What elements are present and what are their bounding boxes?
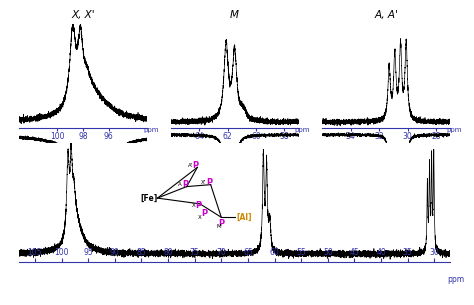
Text: ppm: ppm — [446, 127, 462, 133]
Text: ppm: ppm — [143, 127, 159, 133]
Text: [Al]: [Al] — [236, 213, 252, 222]
Text: A': A' — [188, 163, 193, 168]
Text: X, X': X, X' — [71, 10, 95, 20]
Text: P: P — [193, 161, 199, 170]
Text: [Fe]: [Fe] — [140, 194, 157, 203]
Text: M: M — [230, 10, 239, 20]
Text: P: P — [195, 201, 201, 210]
Text: A, A': A, A' — [374, 10, 398, 20]
Text: P: P — [182, 180, 188, 189]
Text: M: M — [216, 224, 221, 229]
Text: X': X' — [201, 180, 206, 185]
Text: P: P — [218, 219, 224, 228]
Text: X: X — [192, 203, 195, 208]
Text: ppm: ppm — [294, 127, 310, 133]
Text: X: X — [198, 215, 202, 220]
Text: P: P — [206, 178, 212, 187]
Text: P: P — [201, 209, 207, 218]
Text: A: A — [178, 182, 182, 187]
Text: ppm: ppm — [447, 275, 465, 284]
